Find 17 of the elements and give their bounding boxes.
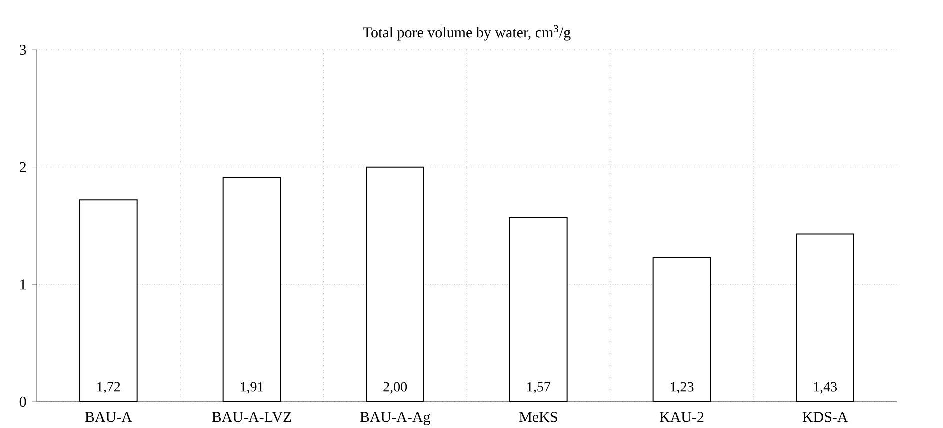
- data-label: 1,72: [98, 382, 120, 394]
- y-tick-label: 1: [20, 280, 26, 290]
- data-label: 1,57: [528, 382, 551, 394]
- y-tick-label: 0: [20, 396, 26, 408]
- x-tick-label: MeKS: [520, 412, 558, 422]
- y-tick-label: 2: [20, 162, 26, 172]
- x-tick-label: KDS-A: [802, 412, 848, 422]
- x-tick-label: BAU-A-Ag: [360, 412, 430, 426]
- data-label: 1,43: [814, 382, 838, 394]
- y-tick-label: 3: [20, 44, 26, 56]
- x-tick-label: KAU-2: [660, 412, 704, 422]
- data-label: 1,91: [240, 382, 264, 394]
- x-tick-label: BAU-A-LVZ: [212, 412, 292, 422]
- chart-title: Total pore volume by water, cm$^{3}$/g: [363, 25, 571, 41]
- data-label: 1,23: [670, 382, 694, 394]
- data-label: 2,00: [384, 382, 408, 394]
- x-tick-label: BAU-A: [85, 412, 132, 422]
